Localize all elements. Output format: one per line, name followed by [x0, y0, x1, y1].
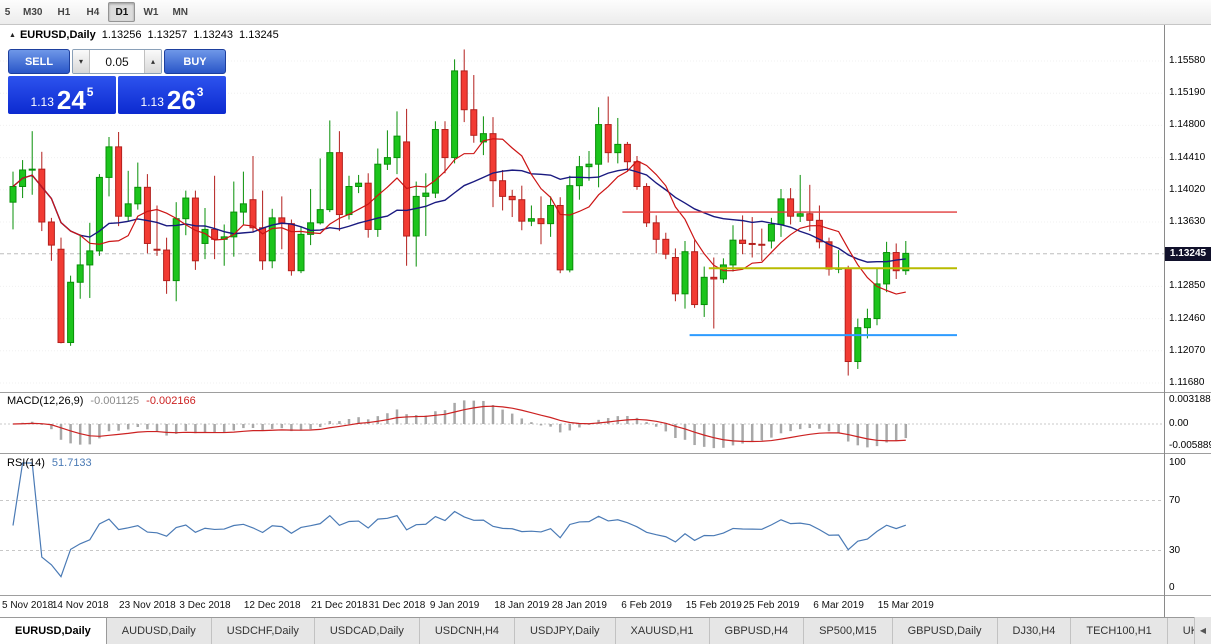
quote-close: 1.13245: [239, 29, 279, 41]
price-axis-label: 1.14020: [1169, 183, 1206, 195]
tab-gbpusd-daily[interactable]: GBPUSD,Daily: [893, 618, 998, 644]
tab-gbpusd-h4[interactable]: GBPUSD,H4: [710, 618, 805, 644]
date-tick-label: 5 Nov 2018: [2, 600, 54, 611]
buy-button[interactable]: BUY: [164, 49, 226, 74]
tab-sp500-m15[interactable]: SP500,M15: [804, 618, 893, 644]
price-axis-label: 1.12850: [1169, 280, 1206, 292]
tab-usdjpy-daily[interactable]: USDJPY,Daily: [515, 618, 616, 644]
price-axis-label: 1.12070: [1169, 344, 1206, 356]
tab-audusd-daily[interactable]: AUDUSD,Daily: [107, 618, 212, 644]
sell-button[interactable]: SELL: [8, 49, 70, 74]
volume-value[interactable]: 0.05: [105, 54, 129, 69]
macd-value-main: -0.001125: [90, 395, 140, 407]
macd-axis-label: -0.005889: [1169, 440, 1211, 451]
quote-low: 1.13243: [193, 29, 234, 41]
one-click-trade-panel: SELL ▾ 0.05 ▴ BUY 1.13 24 5 1.13 26 3: [8, 49, 226, 114]
macd-name: MACD(12,26,9): [7, 395, 84, 407]
current-price-badge: 1.13245: [1165, 246, 1211, 261]
tab-usdcad-daily[interactable]: USDCAD,Daily: [315, 618, 420, 644]
quote-high: 1.13257: [147, 29, 188, 41]
macd-value-signal: -0.002166: [146, 395, 196, 407]
quote-open: 1.13256: [101, 29, 142, 41]
buy-price-prefix: 1.13: [140, 95, 164, 110]
timeframe-button-m30[interactable]: M30: [23, 6, 43, 18]
rsi-value: 51.7133: [51, 457, 92, 469]
timeframe-button-h4[interactable]: H4: [86, 6, 100, 18]
rsi-label: RSI(14) 51.7133: [7, 457, 92, 469]
timeframe-button-h1[interactable]: H1: [57, 6, 71, 18]
date-tick-label: 6 Mar 2019: [813, 600, 864, 611]
macd-label: MACD(12,26,9) -0.001125 -0.002166: [7, 395, 196, 407]
chart-header: ▲ EURUSD,Daily 1.13256 1.13257 1.13243 1…: [9, 29, 279, 41]
sell-price-prefix: 1.13: [30, 95, 54, 110]
price-axis-separator: [1164, 25, 1165, 617]
rsi-name: RSI(14): [7, 457, 45, 469]
date-tick-label: 28 Jan 2019: [551, 600, 607, 611]
tab-dj30-h4[interactable]: DJ30,H4: [998, 618, 1072, 644]
ma-fast-line: [12, 138, 906, 295]
date-tick-label: 9 Jan 2019: [429, 600, 480, 611]
date-tick-label: 6 Feb 2019: [621, 600, 672, 611]
date-tick-label: 23 Nov 2018: [119, 600, 176, 611]
rsi-axis-label: 100: [1169, 457, 1186, 468]
macd-signal-line: [12, 405, 906, 443]
sell-price-big: 24: [56, 84, 86, 115]
date-tick-label: 3 Dec 2018: [179, 600, 231, 611]
date-tick-label: 15 Mar 2019: [877, 600, 934, 611]
volume-control: ▾ 0.05 ▴: [72, 49, 162, 74]
date-tick-label: 21 Dec 2018: [311, 600, 368, 611]
price-axis-label: 1.15190: [1169, 87, 1206, 99]
volume-down-button[interactable]: ▾: [73, 50, 90, 73]
panel-divider: [0, 595, 1211, 596]
volume-up-button[interactable]: ▴: [144, 50, 161, 73]
price-axis-label: 1.14800: [1169, 119, 1206, 131]
chart-symbol-label: EURUSD,Daily: [19, 29, 96, 41]
date-tick-label: 31 Dec 2018: [368, 600, 426, 611]
date-tick-label: 12 Dec 2018: [243, 600, 301, 611]
timeframe-toolbar: 5 M30 H1 H4 D1 W1 MN: [0, 0, 1211, 25]
trade-prices-row: 1.13 24 5 1.13 26 3: [8, 76, 226, 114]
tab-usdcnh-h4[interactable]: USDCNH,H4: [420, 618, 516, 644]
rsi-axis-label: 30: [1169, 544, 1181, 556]
price-chart-canvas[interactable]: [0, 25, 1164, 392]
timeframe-button-w1[interactable]: W1: [143, 6, 159, 18]
macd-axis-label: 0.00: [1169, 418, 1189, 429]
chart-tabbar: EURUSD,Daily AUDUSD,Daily USDCHF,Daily USDC…: [0, 617, 1211, 644]
price-axis-label: 1.14410: [1169, 151, 1206, 163]
price-axis-label: 1.11680: [1169, 376, 1205, 388]
price-axis-label: 1.12460: [1169, 312, 1206, 324]
rsi-axis-label: 70: [1169, 494, 1181, 506]
date-tick-label: 18 Jan 2019: [494, 600, 550, 611]
buy-price-big: 26: [166, 84, 196, 115]
trade-controls-row: SELL ▾ 0.05 ▴ BUY: [8, 49, 226, 74]
buy-price[interactable]: 1.13 26 3: [118, 76, 226, 114]
rsi-line: [12, 462, 906, 578]
date-tick-label: 15 Feb 2019: [685, 600, 742, 611]
rsi-panel-canvas[interactable]: [0, 454, 1164, 595]
date-tick-label: 25 Feb 2019: [743, 600, 800, 611]
timeframe-button-5[interactable]: 5: [4, 6, 11, 18]
tab-xauusd-h1[interactable]: XAUUSD,H1: [616, 618, 710, 644]
tab-scroll-left-button[interactable]: ◀: [1194, 617, 1211, 644]
macd-panel-canvas[interactable]: [0, 393, 1164, 453]
macd-axis-label: 0.003188: [1169, 394, 1211, 405]
collapse-triangle-icon[interactable]: ▲: [9, 31, 16, 39]
timeframe-button-d1[interactable]: D1: [108, 2, 136, 22]
timeframe-button-mn[interactable]: MN: [172, 6, 189, 18]
price-axis-label: 1.13630: [1169, 215, 1206, 227]
sell-price-sup: 5: [86, 85, 94, 99]
buy-price-sup: 3: [196, 85, 204, 99]
rsi-axis-label: 0: [1169, 582, 1175, 593]
ma-slow-line: [12, 168, 906, 263]
tab-tech100-h1[interactable]: TECH100,H1: [1071, 618, 1168, 644]
price-axis-label: 1.15580: [1169, 55, 1206, 66]
tab-usdchf-daily[interactable]: USDCHF,Daily: [212, 618, 315, 644]
panel-divider[interactable]: [0, 453, 1211, 454]
date-tick-label: 14 Nov 2018: [51, 600, 109, 611]
tab-eurusd-daily[interactable]: EURUSD,Daily: [0, 618, 107, 644]
panel-divider[interactable]: [0, 392, 1211, 393]
sell-price[interactable]: 1.13 24 5: [8, 76, 116, 114]
